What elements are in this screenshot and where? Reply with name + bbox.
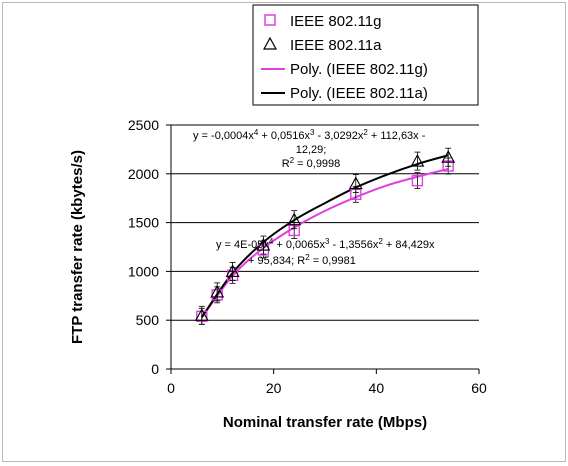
y-tick-label: 1000 — [128, 263, 159, 279]
eq-a-sup1: 4 — [254, 128, 259, 137]
y-tick-label: 2500 — [128, 117, 159, 133]
trendline-path-802-11g — [200, 167, 449, 319]
equation-g-line1: y = 4E-05x4 + 0,0065x3 - 1,3556x2 + 84,4… — [216, 237, 435, 251]
trendline-802-11g — [200, 167, 449, 319]
x-tick-labels: 0 20 40 60 — [167, 380, 487, 396]
chart-svg: IEEE 802.11g IEEE 802.11a Poly. (IEEE 80… — [69, 4, 487, 431]
x-tick-label: 40 — [369, 380, 385, 396]
legend-label-802-11g: IEEE 802.11g — [290, 13, 381, 30]
gridlines — [171, 124, 479, 321]
x-tick-label: 0 — [167, 380, 175, 396]
eq-g-sup3: 2 — [378, 237, 383, 246]
y-tick-label: 1500 — [128, 215, 159, 231]
plot-area — [166, 124, 480, 374]
legend: IEEE 802.11g IEEE 802.11a Poly. (IEEE 80… — [252, 4, 479, 106]
eq-a-r-sup: 2 — [290, 156, 295, 165]
eq-g-sup1: 4 — [269, 237, 274, 246]
y-tick-label: 2000 — [128, 166, 159, 182]
data-point-802-11a — [256, 237, 271, 251]
data-point-802-11a — [348, 176, 363, 190]
trendline-802-11a — [200, 154, 449, 318]
eq-g-seg1: y = 4E-05x — [216, 239, 269, 251]
legend-item-poly-802-11a: Poly. (IEEE 802.11a) — [261, 85, 428, 102]
legend-triangle-marker — [262, 36, 278, 50]
equation-a-line3: R2 = 0,9998 — [282, 156, 341, 170]
legend-item-802-11g: IEEE 802.11g — [264, 13, 381, 30]
legend-label-802-11a: IEEE 802.11a — [290, 37, 382, 54]
legend-frame — [252, 4, 479, 106]
legend-label-poly-802-11g: Poly. (IEEE 802.11g) — [290, 61, 428, 78]
eq-g-r-sup: 2 — [305, 253, 310, 262]
y-tick-label: 0 — [151, 361, 159, 377]
legend-square-marker — [264, 14, 276, 26]
eq-g-seg2: + 0,0065x — [273, 239, 325, 251]
eq-g-r-val: = 0,9981 — [310, 255, 356, 267]
eq-a-seg4: + 112,63x - — [368, 130, 426, 142]
eq-g-sup2: 3 — [325, 237, 330, 246]
legend-item-802-11a: IEEE 802.11a — [262, 36, 382, 54]
eq-a-sup3: 2 — [363, 128, 368, 137]
trendline-path-802-11a — [200, 154, 449, 318]
eq-g-seg4: + 84,429x — [383, 239, 435, 251]
data-point-802-11a — [287, 212, 302, 226]
x-axis-title: Nominal transfer rate (Mbps) — [223, 414, 427, 431]
eq-a-sup2: 3 — [310, 128, 315, 137]
y-tick-label: 500 — [136, 312, 160, 328]
y-tick-labels: 0 500 1000 1500 2000 2500 — [128, 117, 159, 377]
data-point-802-11a — [441, 150, 456, 163]
x-tick-label: 20 — [266, 380, 282, 396]
data-point-802-11a — [410, 153, 425, 167]
eq-a-seg1: y = -0,0004x — [193, 130, 254, 142]
axis-ticks — [166, 124, 480, 374]
equation-802-11a: y = -0,0004x4 + 0,0516x3 - 3,0292x2 + 11… — [193, 128, 426, 170]
data-point-802-11a — [194, 308, 209, 321]
equation-802-11g: y = 4E-05x4 + 0,0065x3 - 1,3556x2 + 84,4… — [216, 237, 435, 267]
x-tick-label: 60 — [471, 380, 487, 396]
legend-item-poly-802-11g: Poly. (IEEE 802.11g) — [261, 61, 428, 78]
data-point-802-11a — [225, 264, 240, 277]
eq-a-r-val: = 0,9998 — [294, 158, 340, 170]
eq-a-seg2: + 0,0516x — [258, 130, 310, 142]
eq-g-seg5: + 95,834; R — [248, 255, 305, 267]
legend-label-poly-802-11a: Poly. (IEEE 802.11a) — [290, 85, 428, 102]
y-axis-title: FTP transfer rate (kbytes/s) — [69, 150, 86, 344]
data-point-802-11a — [210, 284, 225, 298]
data-point-802-11g — [411, 174, 424, 187]
markers-802-11a — [194, 147, 456, 325]
equation-g-line2: + 95,834; R2 = 0,9981 — [248, 253, 356, 267]
eq-g-seg3: - 1,3556x — [329, 239, 378, 251]
eq-a-seg3: - 3,0292x — [314, 130, 363, 142]
equation-a-line1: y = -0,0004x4 + 0,0516x3 - 3,0292x2 + 11… — [193, 128, 426, 142]
eq-a-r: R — [282, 158, 290, 170]
equation-a-line2: 12,29; — [296, 144, 327, 156]
